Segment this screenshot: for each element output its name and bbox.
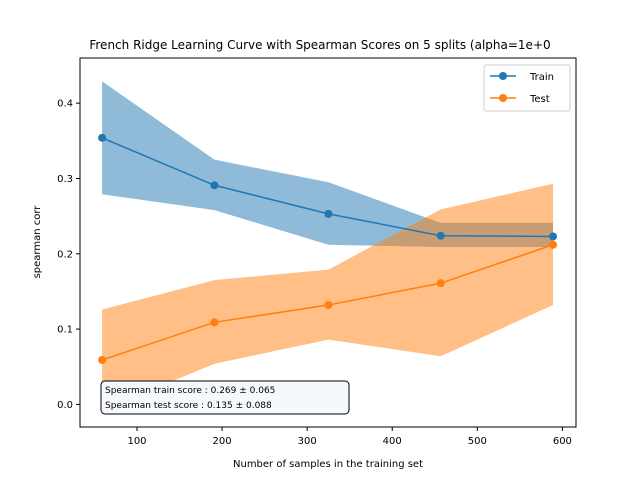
y-tick-label: 0.0 [57,400,73,411]
series-points [98,133,558,364]
legend-train-marker [499,72,507,80]
test-point [98,355,107,364]
legend-train-label: Train [529,72,554,83]
legend-box [483,64,571,112]
test-point [436,279,445,288]
error-bands [102,81,554,411]
x-tick-label: 100 [127,436,146,447]
test-point [324,301,333,309]
legend-test-label: Test [529,94,550,105]
test-point [549,240,558,249]
train-point [324,209,333,218]
y-axis-label: spearman corr [32,205,43,279]
legend: Train Test [483,64,571,112]
x-tick-label: 300 [298,436,317,447]
test-std-band [102,183,554,411]
y-tick-label: 0.3 [57,174,73,185]
x-tick-label: 600 [553,436,572,447]
score-annotation: Spearman train score : 0.269 ± 0.065 Spe… [100,380,350,415]
y-tick-label: 0.1 [57,325,73,336]
x-tick-label: 200 [213,436,232,447]
train-std-band [102,81,554,248]
train-point [436,231,445,240]
chart-title: French Ridge Learning Curve with Spearma… [89,38,550,52]
x-tick-label: 400 [383,436,402,447]
annotation-test-score: Spearman test score : 0.135 ± 0.088 [105,401,272,411]
train-point [549,232,558,241]
x-tick-label: 500 [468,436,487,447]
train-point [98,133,107,142]
test-point [210,318,219,327]
x-axis-label: Number of samples in the training set [233,459,423,470]
legend-test-marker [499,94,507,102]
plot-frame [79,57,577,428]
annotation-train-score: Spearman train score : 0.269 ± 0.065 [105,386,275,396]
x-axis-ticks: 100 200 300 400 500 600 [127,427,572,447]
y-tick-label: 0.2 [57,249,73,260]
y-axis-ticks: 0.0 0.1 0.2 0.3 0.4 [57,99,80,411]
train-point [210,181,219,190]
y-tick-label: 0.4 [57,99,73,110]
score-annotation-box [100,380,350,415]
